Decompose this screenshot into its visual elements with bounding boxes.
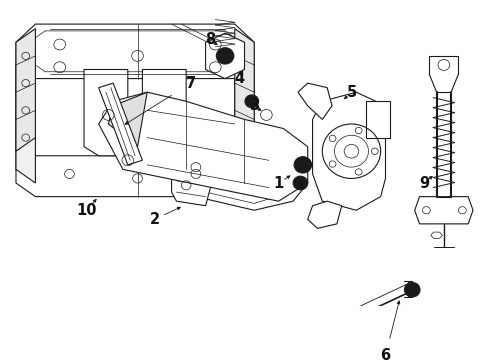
Text: 4: 4 [234,71,244,86]
Text: 9: 9 [419,176,428,190]
Polygon shape [16,65,35,183]
Polygon shape [99,83,142,165]
Polygon shape [234,29,254,151]
Polygon shape [84,69,127,156]
Text: 6: 6 [380,348,390,360]
Polygon shape [176,156,307,210]
Text: 7: 7 [185,76,196,91]
Polygon shape [16,29,35,151]
Polygon shape [99,92,307,201]
Polygon shape [234,65,254,183]
Polygon shape [171,156,210,206]
Polygon shape [205,33,244,78]
Polygon shape [234,65,254,170]
Polygon shape [366,101,389,138]
Circle shape [216,48,233,64]
Polygon shape [16,156,254,197]
Polygon shape [312,92,385,210]
Circle shape [293,157,311,173]
Text: 2: 2 [149,212,159,227]
Text: 8: 8 [205,32,215,48]
Polygon shape [414,197,472,224]
Text: 1: 1 [273,176,283,190]
Polygon shape [430,232,442,238]
Polygon shape [297,83,331,120]
Polygon shape [16,24,254,78]
Polygon shape [16,65,35,170]
Polygon shape [307,201,341,228]
Polygon shape [142,69,186,156]
Circle shape [292,176,307,190]
Circle shape [244,95,258,108]
Circle shape [272,338,289,355]
Circle shape [404,283,419,297]
Text: 3: 3 [249,98,259,113]
Polygon shape [108,92,147,147]
Text: 10: 10 [76,203,97,218]
Text: 5: 5 [346,85,356,100]
